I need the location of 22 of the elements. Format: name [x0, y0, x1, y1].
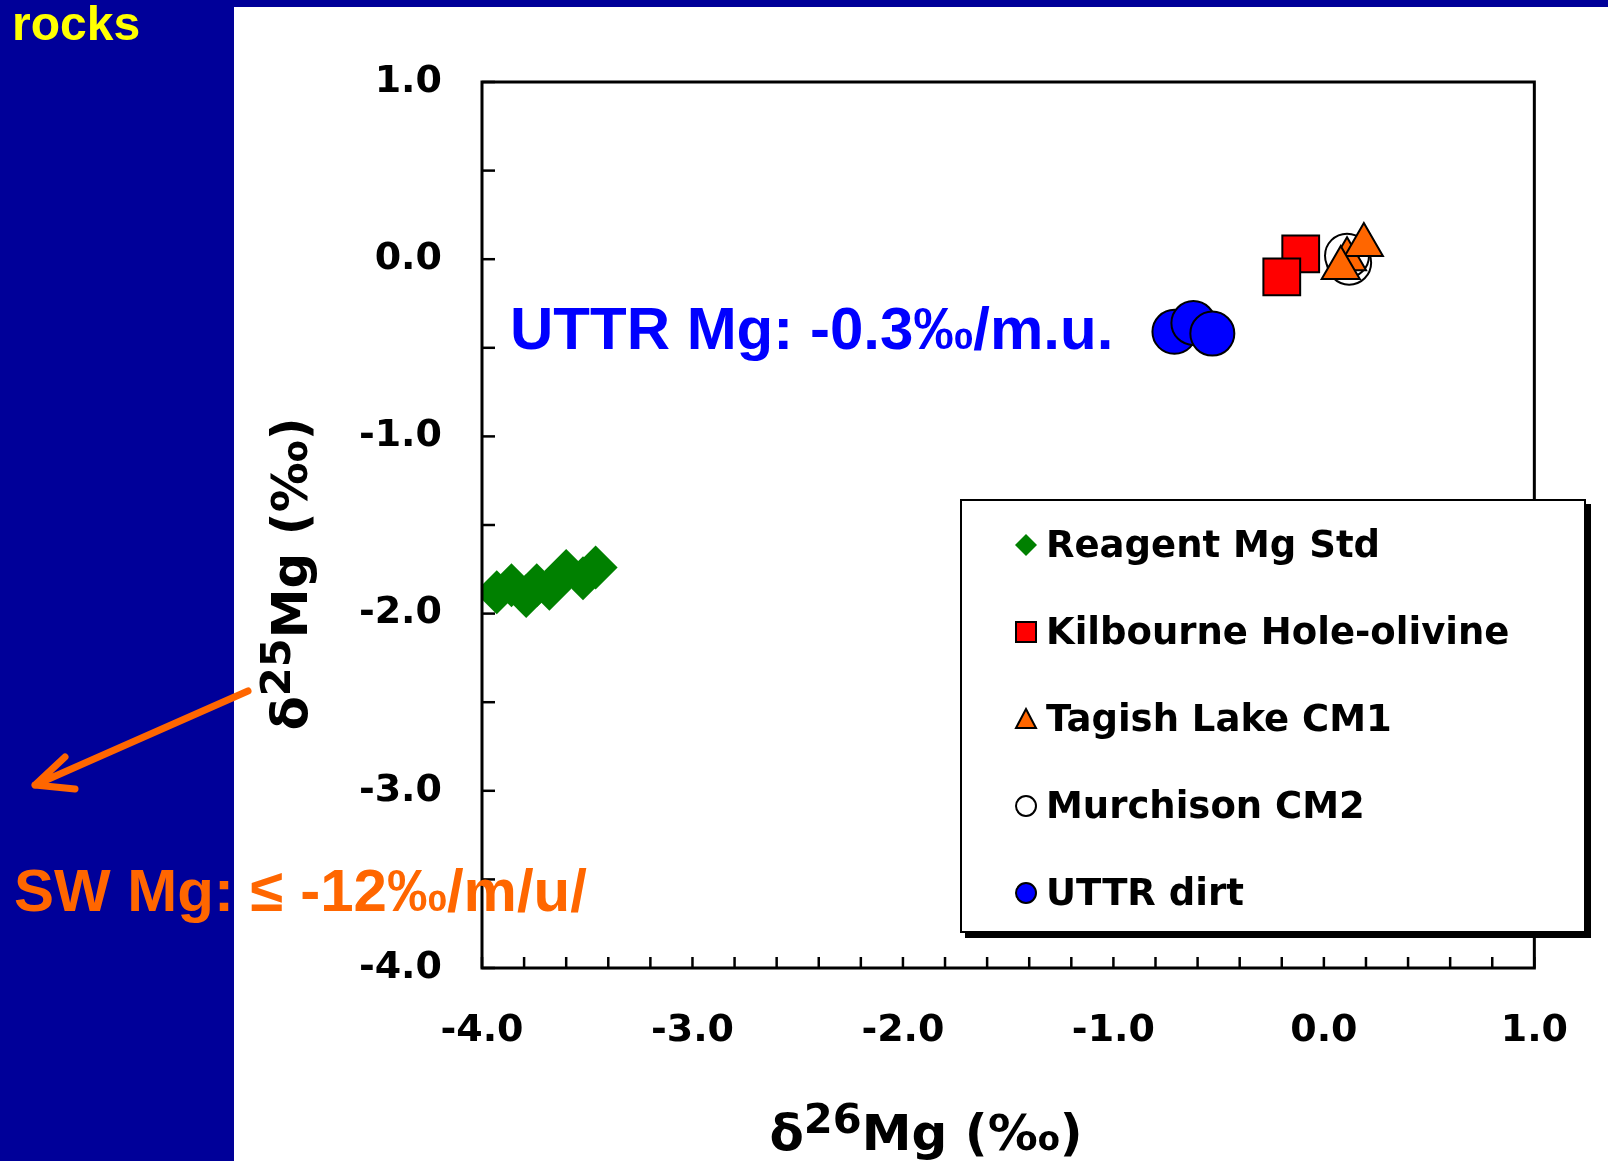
text: rocks — [12, 0, 141, 52]
y-tick-label: -4.0 — [358, 942, 442, 987]
x-tick-label: -4.0 — [440, 1005, 524, 1050]
x-tick-label: -3.0 — [650, 1005, 735, 1050]
legend-label: Tagish Lake CM1 — [1046, 697, 1392, 740]
y-tick-label: -3.0 — [358, 765, 442, 810]
y-tick-label: 1.0 — [374, 56, 442, 101]
legend-label: Murchison CM2 — [1046, 784, 1365, 827]
x-tick-label: 1.0 — [1500, 1005, 1569, 1050]
x-tick-label: -1.0 — [1071, 1005, 1155, 1050]
point — [1189, 310, 1236, 357]
point — [1262, 257, 1302, 297]
x-axis-title: δ$^{26}$Mg (‰) — [769, 1093, 1083, 1161]
x-tick-label: -2.0 — [861, 1005, 945, 1050]
x-tick-label: 0.0 — [1290, 1005, 1358, 1050]
y-tick-label: -1.0 — [358, 411, 442, 456]
legend-label: Reagent Mg Std — [1046, 523, 1381, 566]
y-tick-label: -2.0 — [358, 588, 442, 633]
annotation: UTTR Mg: -0.3‰/m.u. — [510, 293, 1114, 363]
legend-label: Kilbourne Hole-olivine — [1046, 610, 1510, 653]
legend-label: UTTR dirt — [1046, 871, 1244, 914]
y-tick-label: 0.0 — [374, 234, 442, 279]
